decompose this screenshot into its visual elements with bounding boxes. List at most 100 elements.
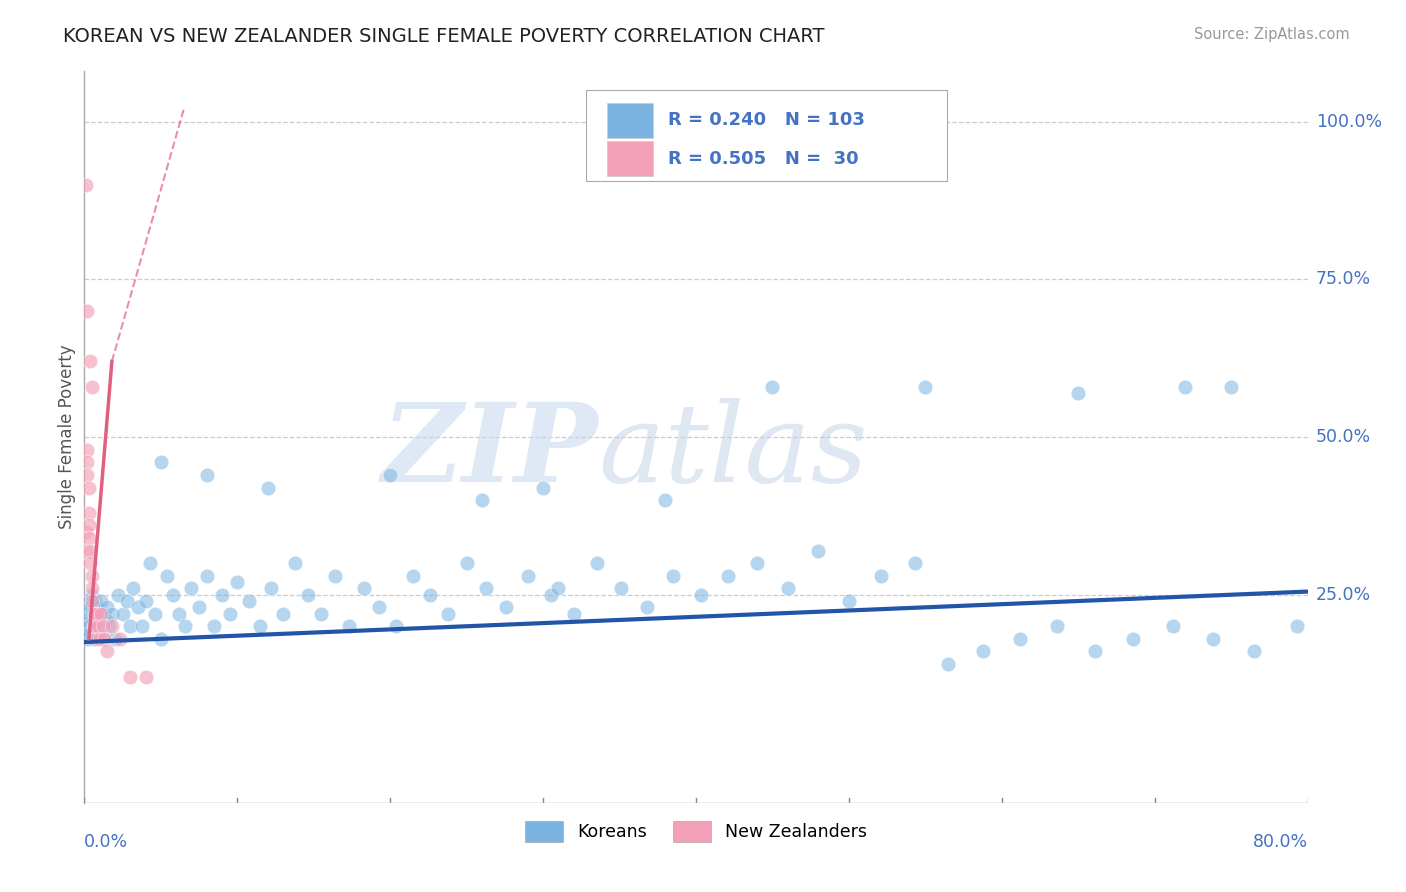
Point (1122, 632, 1144, 646)
Point (904, 556, 927, 570)
Point (90, 594, 112, 608)
Point (337, 619, 360, 633)
Point (115, 594, 138, 608)
Point (139, 556, 162, 570)
Point (531, 481, 554, 495)
Point (380, 467, 402, 482)
Bar (606, 103, 654, 137)
Text: 100.0%: 100.0% (1316, 112, 1382, 131)
Point (86, 600, 108, 615)
Point (75, 613, 97, 627)
Point (75, 524, 97, 539)
Point (385, 619, 408, 633)
Point (79, 625, 101, 640)
Point (284, 556, 307, 570)
Point (120, 670, 142, 684)
Point (80, 588, 103, 602)
Point (77, 531, 100, 545)
Point (91, 619, 114, 633)
Point (368, 600, 391, 615)
Point (311, 607, 333, 621)
Point (79, 556, 101, 570)
Point (76, 607, 98, 621)
Point (211, 588, 233, 602)
Y-axis label: Single Female Poverty: Single Female Poverty (58, 345, 76, 529)
Point (540, 588, 562, 602)
Legend: Koreans, New Zealanders: Koreans, New Zealanders (517, 814, 875, 849)
Point (562, 607, 585, 621)
Point (94, 613, 117, 627)
Point (689, 588, 711, 602)
Point (75, 543, 97, 558)
Point (83, 619, 105, 633)
Text: 80.0%: 80.0% (1253, 833, 1308, 851)
Text: 25.0%: 25.0% (1316, 586, 1371, 604)
Point (419, 588, 441, 602)
Point (120, 619, 142, 633)
Point (101, 619, 124, 633)
Point (86, 632, 108, 646)
Point (77, 481, 100, 495)
Point (111, 607, 134, 621)
Point (87, 619, 110, 633)
Point (188, 600, 211, 615)
Point (717, 569, 740, 583)
Point (143, 607, 166, 621)
Point (1285, 619, 1308, 633)
Point (402, 569, 425, 583)
Point (257, 481, 280, 495)
Text: R = 0.240   N = 103: R = 0.240 N = 103 (668, 112, 865, 129)
Point (271, 607, 294, 621)
Point (93, 632, 115, 646)
Point (135, 594, 157, 608)
Point (323, 569, 346, 583)
Text: 50.0%: 50.0% (1316, 428, 1371, 446)
Point (195, 569, 218, 583)
Point (83, 632, 105, 646)
Point (972, 644, 994, 658)
Point (1174, 379, 1197, 393)
Point (97, 619, 120, 633)
Point (636, 600, 658, 615)
Point (202, 619, 225, 633)
Point (89, 619, 111, 633)
Point (662, 569, 685, 583)
Point (79, 543, 101, 558)
Point (195, 467, 218, 482)
Point (260, 582, 283, 596)
Point (77, 518, 100, 533)
Point (1243, 644, 1265, 658)
Point (936, 657, 959, 671)
Point (79, 600, 101, 615)
Point (76, 455, 98, 469)
Point (127, 600, 149, 615)
Point (456, 556, 478, 570)
Point (90, 607, 112, 621)
Point (174, 619, 197, 633)
Bar (606, 141, 654, 177)
Point (84, 613, 107, 627)
Point (1161, 619, 1184, 633)
Point (96, 644, 118, 658)
Point (84, 619, 107, 633)
Point (297, 588, 319, 602)
Point (80, 607, 103, 621)
Point (86, 607, 108, 621)
FancyBboxPatch shape (586, 90, 946, 181)
Point (76, 304, 98, 318)
Text: KOREAN VS NEW ZEALANDER SINGLE FEMALE POVERTY CORRELATION CHART: KOREAN VS NEW ZEALANDER SINGLE FEMALE PO… (63, 27, 825, 45)
Point (76, 632, 98, 646)
Point (516, 569, 538, 583)
Point (80, 569, 103, 583)
Text: ZIP: ZIP (381, 398, 598, 506)
Point (107, 588, 129, 602)
Point (162, 588, 184, 602)
Point (83, 607, 105, 621)
Point (156, 569, 179, 583)
Text: Source: ZipAtlas.com: Source: ZipAtlas.com (1194, 27, 1350, 42)
Point (77, 594, 100, 608)
Point (1202, 632, 1225, 646)
Text: 75.0%: 75.0% (1316, 270, 1371, 288)
Point (91, 607, 114, 621)
Point (149, 632, 172, 646)
